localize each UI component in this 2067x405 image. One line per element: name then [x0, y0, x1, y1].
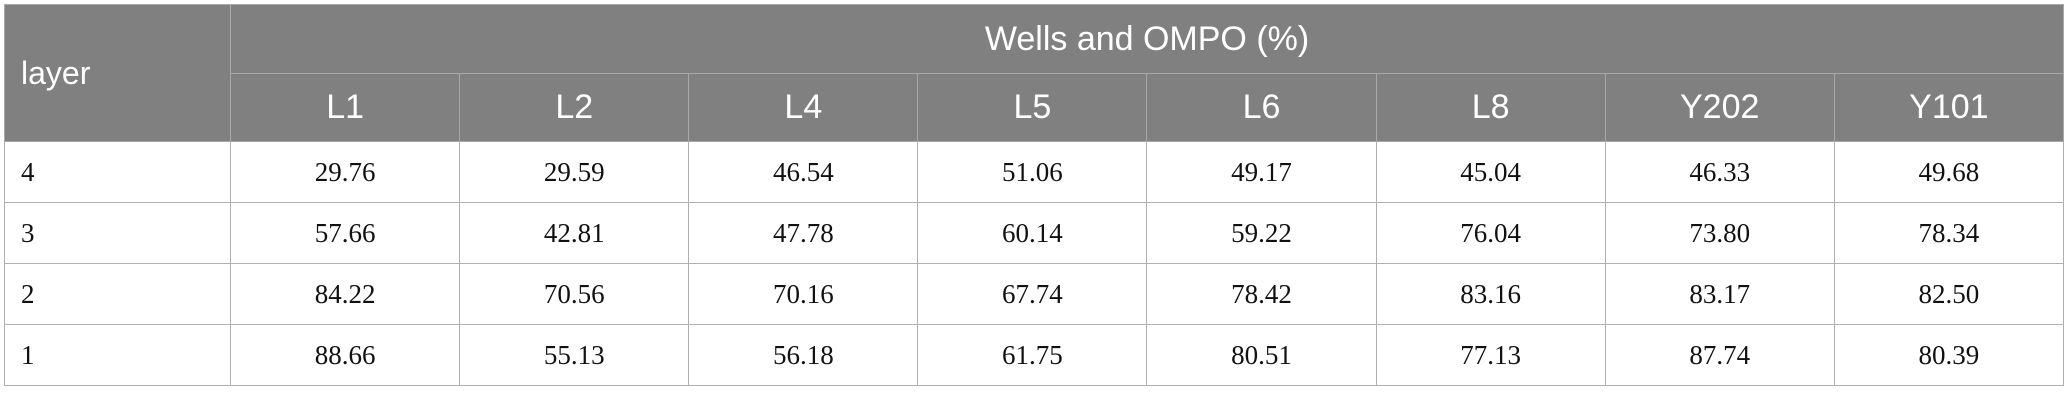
value-cell: 59.22 [1146, 202, 1377, 264]
value-cell: 73.80 [1604, 202, 1835, 264]
well-header: L2 [459, 73, 690, 142]
value-cell: 60.14 [917, 202, 1148, 264]
value-cell: 84.22 [230, 263, 461, 325]
value-cell: 47.78 [688, 202, 919, 264]
value-cell: 78.34 [1833, 202, 2065, 264]
header-row-wells: L1 L2 L4 L5 L6 L8 Y202 Y101 [5, 73, 2065, 142]
well-header: Y101 [1833, 73, 2065, 142]
layer-cell: 3 [3, 202, 232, 264]
well-header: L8 [1375, 73, 1606, 142]
table-row: 1 88.66 55.13 56.18 61.75 80.51 77.13 87… [3, 324, 2065, 386]
layer-column-header: layer [3, 4, 232, 142]
well-header: Y202 [1604, 73, 1835, 142]
value-cell: 46.33 [1604, 141, 1835, 203]
value-cell: 51.06 [917, 141, 1148, 203]
value-cell: 67.74 [917, 263, 1148, 325]
layer-cell: 1 [3, 324, 232, 386]
value-cell: 57.66 [230, 202, 461, 264]
value-cell: 83.16 [1375, 263, 1606, 325]
value-cell: 46.54 [688, 141, 919, 203]
layer-cell: 4 [3, 141, 232, 203]
value-cell: 56.18 [688, 324, 919, 386]
value-cell: 55.13 [459, 324, 690, 386]
header-row-group: layer Wells and OMPO (%) [3, 4, 2064, 142]
wells-group-header: Wells and OMPO (%) [230, 4, 2064, 74]
data-table-container: layer Wells and OMPO (%) L1 L2 L4 L5 L6 … [3, 4, 2065, 386]
value-cell: 77.13 [1375, 324, 1606, 386]
table-row: 4 29.76 29.59 46.54 51.06 49.17 45.04 46… [3, 141, 2065, 203]
value-cell: 29.76 [230, 141, 461, 203]
well-header: L5 [917, 73, 1148, 142]
value-cell: 29.59 [459, 141, 690, 203]
value-cell: 49.68 [1833, 141, 2065, 203]
well-header: L1 [230, 73, 461, 142]
well-header: L4 [688, 73, 919, 142]
value-cell: 49.17 [1146, 141, 1377, 203]
value-cell: 76.04 [1375, 202, 1606, 264]
value-cell: 45.04 [1375, 141, 1606, 203]
value-cell: 78.42 [1146, 263, 1377, 325]
value-cell: 83.17 [1604, 263, 1835, 325]
table-body: 4 29.76 29.59 46.54 51.06 49.17 45.04 46… [3, 141, 2065, 386]
well-header: L6 [1146, 73, 1377, 142]
value-cell: 42.81 [459, 202, 690, 264]
table-row: 2 84.22 70.56 70.16 67.74 78.42 83.16 83… [3, 263, 2065, 325]
value-cell: 70.56 [459, 263, 690, 325]
value-cell: 61.75 [917, 324, 1148, 386]
value-cell: 88.66 [230, 324, 461, 386]
value-cell: 82.50 [1833, 263, 2065, 325]
table-header: layer Wells and OMPO (%) L1 L2 L4 L5 L6 … [3, 4, 2065, 142]
layer-cell: 2 [3, 263, 232, 325]
value-cell: 80.39 [1833, 324, 2065, 386]
value-cell: 87.74 [1604, 324, 1835, 386]
value-cell: 80.51 [1146, 324, 1377, 386]
ompo-table: layer Wells and OMPO (%) L1 L2 L4 L5 L6 … [3, 4, 2065, 386]
value-cell: 70.16 [688, 263, 919, 325]
table-row: 3 57.66 42.81 47.78 60.14 59.22 76.04 73… [3, 202, 2065, 264]
